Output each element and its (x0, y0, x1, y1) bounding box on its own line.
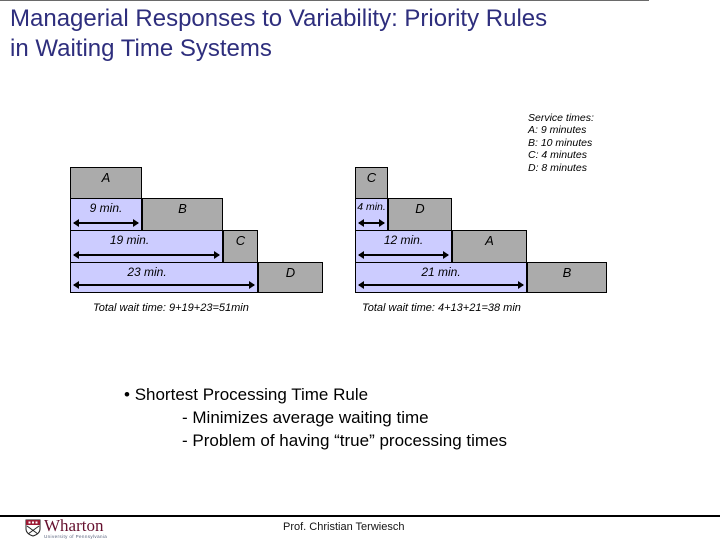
legend-item-c: C: 4 minutes (528, 149, 587, 162)
title-line-2: in Waiting Time Systems (10, 34, 272, 62)
double-arrow-icon (73, 281, 255, 289)
double-arrow-icon (358, 251, 449, 259)
page-title: Managerial Responses to Variability: Pri… (10, 4, 670, 63)
legend-item-a: A: 9 minutes (528, 124, 587, 137)
fcfs-wait-bar-2: 19 min. (70, 230, 223, 263)
title-box-border (0, 0, 649, 1)
fcfs-wait-label-3: 23 min. (127, 265, 167, 279)
spt-wait-bar-3: 21 min. (355, 262, 527, 293)
fcfs-wait-bar-3: 23 min. (70, 262, 258, 293)
legend-item-b: B: 10 minutes (528, 136, 593, 149)
bullet-main-text: Shortest Processing Time Rule (134, 385, 369, 404)
spt-wait-label-2: 12 min. (383, 233, 424, 247)
bullet-main: • Shortest Processing Time Rule (124, 383, 507, 406)
fcfs-job-box-c: C (223, 230, 258, 263)
spt-job-box-d: D (388, 198, 452, 231)
legend-item-d: D: 8 minutes (528, 161, 587, 174)
wharton-wordmark: Wharton (44, 516, 104, 535)
wharton-shield-icon (25, 519, 41, 537)
fcfs-wait-label-2: 19 min. (109, 233, 150, 247)
double-arrow-icon (358, 281, 524, 289)
footer-divider (0, 515, 720, 517)
legend-heading: Service times: (528, 112, 594, 124)
bullet-sub-1: - Minimizes average waiting time (182, 408, 429, 427)
spt-wait-label-3: 21 min. (421, 265, 461, 279)
spt-total-wait-label: Total wait time: 4+13+21=38 min (362, 302, 521, 314)
spt-job-box-b: B (527, 262, 607, 293)
fcfs-total-wait-label: Total wait time: 9+19+23=51min (93, 302, 249, 314)
spt-wait-bar-2: 12 min. (355, 230, 452, 263)
double-arrow-icon (73, 251, 220, 259)
professor-credit: Prof. Christian Terwiesch (283, 521, 405, 533)
spt-job-box-a: A (452, 230, 527, 263)
fcfs-job-box-b: B (142, 198, 223, 231)
fcfs-job-box-a: A (70, 167, 142, 199)
fcfs-wait-label-1: 9 min. (89, 201, 123, 215)
spt-wait-label-1: 4 min. (357, 201, 386, 213)
bullet-list: • Shortest Processing Time Rule - Minimi… (124, 383, 507, 452)
service-times-legend: Service times: A: 9 minutes B: 10 minute… (528, 112, 594, 174)
wharton-logo-text: Wharton University of Pennsylvania (44, 516, 108, 539)
spt-job-box-c: C (355, 167, 388, 199)
bullet-icon: • (124, 385, 130, 404)
university-subtext: University of Pennsylvania (44, 534, 108, 539)
wharton-logo: Wharton University of Pennsylvania (25, 516, 108, 539)
fcfs-job-box-d: D (258, 262, 323, 293)
spt-wait-bar-1: 4 min. (355, 198, 388, 231)
fcfs-wait-bar-1: 9 min. (70, 198, 142, 231)
title-line-1: Managerial Responses to Variability: Pri… (10, 5, 548, 32)
bullet-sub-2: - Problem of having “true” processing ti… (182, 431, 508, 450)
double-arrow-icon (73, 219, 139, 227)
double-arrow-icon (358, 219, 385, 227)
